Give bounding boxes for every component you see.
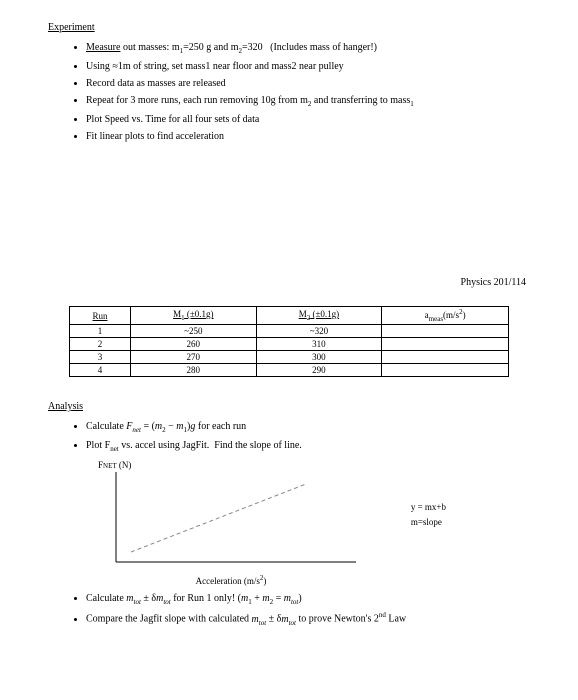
analysis-heading: Analysis [48, 401, 530, 412]
cell: 270 [131, 350, 257, 363]
measure-word: Measure [86, 42, 120, 53]
analysis-bullet: Plot Fnet vs. accel using JagFit. Find t… [86, 439, 530, 454]
cell: 260 [131, 337, 257, 350]
cell: ~250 [131, 324, 257, 337]
experiment-list: Measure out masses: m1=250 g and m2=320 … [48, 41, 530, 143]
col-ameas: ameas(m/s2) [382, 307, 509, 325]
cell: ~320 [256, 324, 382, 337]
cell [382, 337, 509, 350]
table-row: 3 270 300 [70, 350, 509, 363]
cell: 3 [70, 350, 131, 363]
experiment-bullet: Using ≈1m of string, set mass1 near floo… [86, 60, 530, 73]
cell [382, 363, 509, 376]
table-row: 2 260 310 [70, 337, 509, 350]
analysis-list-2: Calculate mtot ± δmtot for Run 1 only! (… [48, 592, 530, 628]
experiment-bullet: Plot Speed vs. Time for all four sets of… [86, 113, 530, 126]
experiment-bullet: Fit linear plots to find acceleration [86, 130, 530, 143]
cell: 300 [256, 350, 382, 363]
table-row: 1 ~250 ~320 [70, 324, 509, 337]
analysis-bullet: Calculate Fnet = (m2 − m1)g for each run [86, 420, 530, 435]
cell: 1 [70, 324, 131, 337]
fit-line [131, 484, 306, 552]
experiment-bullet: Record data as masses are released [86, 77, 530, 90]
cell: 2 [70, 337, 131, 350]
experiment-heading: Experiment [48, 22, 530, 33]
col-run: Run [70, 307, 131, 325]
experiment-bullet: Repeat for 3 more runs, each run removin… [86, 94, 530, 109]
col-m2: M2 (±0.1g) [256, 307, 382, 325]
table-header-row: Run M1 (±0.1g) M2 (±0.1g) ameas(m/s2) [70, 307, 509, 325]
data-table: Run M1 (±0.1g) M2 (±0.1g) ameas(m/s2) 1 … [69, 306, 509, 377]
equation-line: m=slope [411, 515, 446, 529]
cell: 290 [256, 363, 382, 376]
chart-xlabel: Acceleration (m/s2) [96, 574, 366, 586]
cell: 310 [256, 337, 382, 350]
chart-region: FNET (N) y = mx+b m=slope Acceleration (… [96, 460, 366, 586]
course-id: Physics 201/114 [48, 277, 530, 288]
cell: 280 [131, 363, 257, 376]
analysis-list-1: Calculate Fnet = (m2 − m1)g for each run… [48, 420, 530, 454]
chart-ylabel: FNET (N) [98, 460, 366, 470]
cell [382, 324, 509, 337]
col-m1: M1 (±0.1g) [131, 307, 257, 325]
analysis-bullet: Compare the Jagfit slope with calculated… [86, 611, 530, 627]
linear-fit-chart [96, 472, 366, 572]
analysis-bullet: Calculate mtot ± δmtot for Run 1 only! (… [86, 592, 530, 607]
equation-block: y = mx+b m=slope [411, 500, 446, 529]
equation-line: y = mx+b [411, 500, 446, 514]
cell [382, 350, 509, 363]
experiment-bullet: Measure out masses: m1=250 g and m2=320 … [86, 41, 530, 56]
cell: 4 [70, 363, 131, 376]
table-row: 4 280 290 [70, 363, 509, 376]
